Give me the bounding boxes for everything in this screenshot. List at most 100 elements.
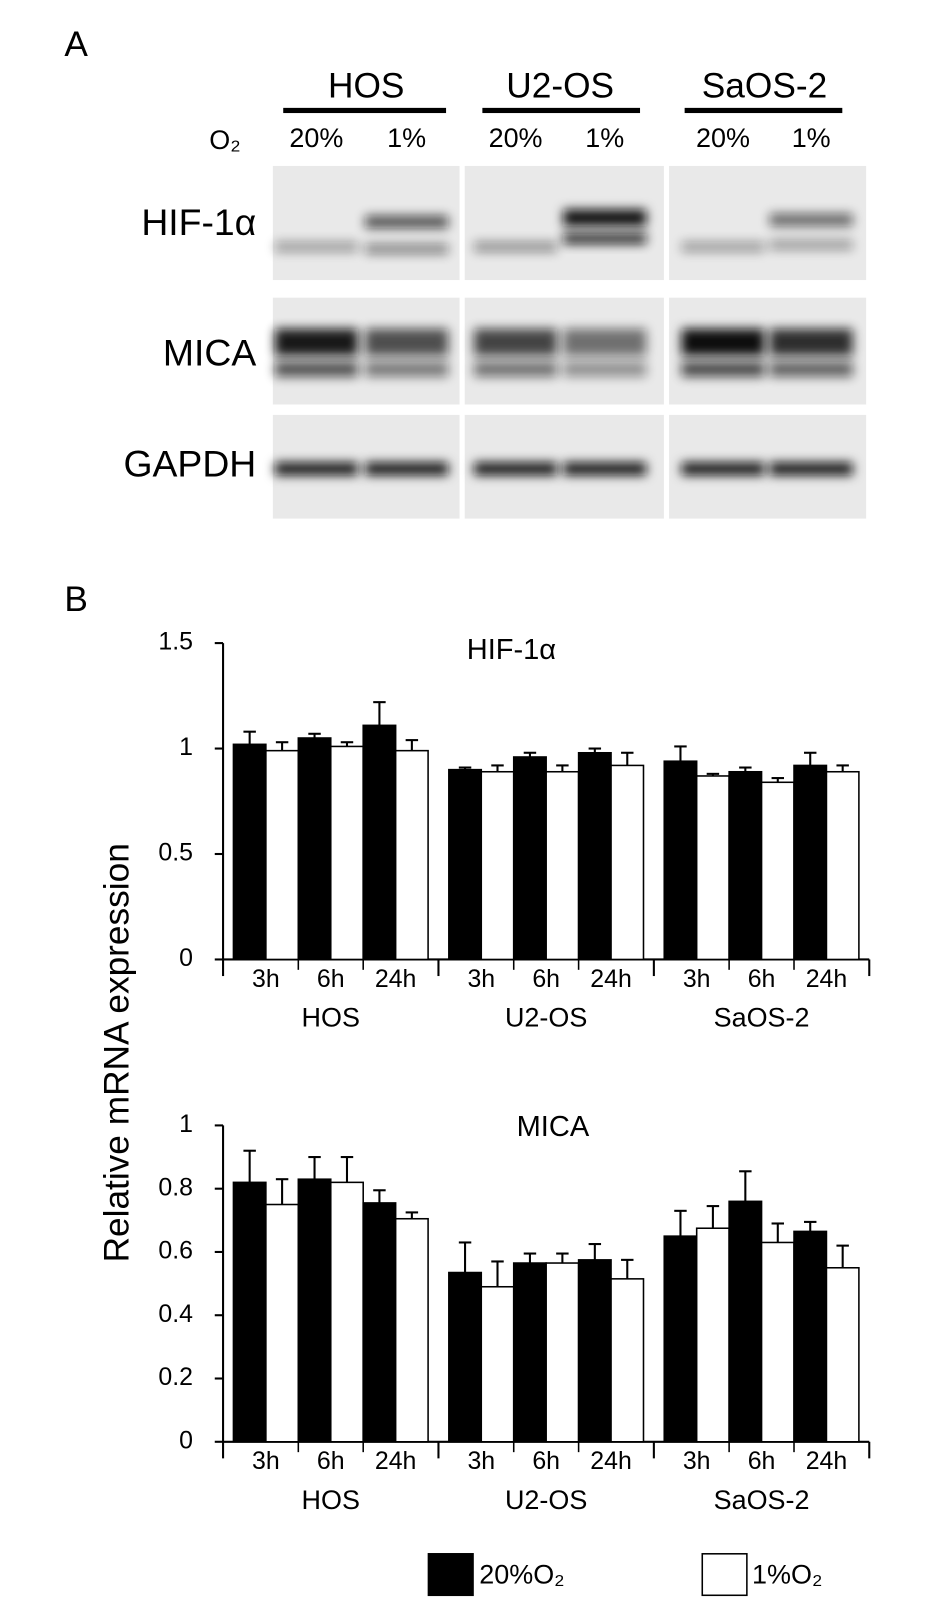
x-tick-label: 24h <box>806 965 848 993</box>
condition-label: 1% <box>585 123 624 153</box>
bar <box>394 1217 429 1443</box>
x-tick-label: 3h <box>252 965 280 993</box>
condition-label: 1% <box>387 123 426 153</box>
blot-band <box>365 243 449 255</box>
blot-band <box>474 328 558 356</box>
blot-band <box>681 362 765 377</box>
bar <box>760 1241 795 1443</box>
blot-band <box>274 328 358 356</box>
bar <box>480 1285 515 1443</box>
condition-label: 20% <box>489 123 543 153</box>
bar <box>695 1227 730 1443</box>
x-tick-label: 24h <box>590 1447 632 1475</box>
cell-line-bar <box>283 107 447 114</box>
x-tick-label: 6h <box>532 965 560 993</box>
y-tick-label: 0.2 <box>158 1363 193 1391</box>
x-tick-label: 24h <box>375 1447 417 1475</box>
condition-label: 20% <box>696 123 750 153</box>
y-tick-label: 0 <box>179 944 193 972</box>
blot-band <box>769 213 853 227</box>
x-tick-label: 3h <box>683 965 711 993</box>
bar <box>329 745 364 961</box>
condition-label: 1% <box>792 123 831 153</box>
bar <box>825 1267 860 1443</box>
cell-line-label: U2-OS <box>506 66 614 105</box>
group-label: U2-OS <box>505 1003 587 1033</box>
bar <box>577 1259 612 1443</box>
bar <box>545 1262 580 1443</box>
bar <box>362 724 397 961</box>
y-tick-label: 0 <box>179 1426 193 1454</box>
condition-label: 20% <box>289 123 343 153</box>
blot-band <box>769 239 853 250</box>
blot-band <box>365 215 449 229</box>
panel-label: B <box>64 580 88 619</box>
blot-band <box>681 241 765 253</box>
bar <box>695 775 730 961</box>
protein-label: HIF-1α <box>141 201 256 243</box>
bar <box>793 1230 828 1443</box>
blot-band <box>365 462 449 476</box>
group-label: SaOS-2 <box>714 1003 810 1033</box>
chart-title: HIF-1α <box>467 634 556 666</box>
blot-band <box>474 241 558 253</box>
bar <box>448 1271 483 1443</box>
bar <box>297 1178 332 1443</box>
y-tick-label: 0.4 <box>158 1300 193 1328</box>
x-tick-label: 24h <box>375 965 417 993</box>
bar <box>265 749 300 961</box>
bar <box>663 1235 698 1443</box>
blot-band <box>274 241 358 253</box>
bar <box>512 1262 547 1443</box>
group-label: U2-OS <box>505 1485 587 1515</box>
y-tick-label: 1.5 <box>158 628 193 656</box>
protein-label: GAPDH <box>124 443 257 485</box>
x-tick-label: 24h <box>806 1447 848 1475</box>
blot-band <box>563 328 647 356</box>
legend-label: 20%O₂ <box>479 1560 564 1590</box>
bar <box>610 764 645 961</box>
protein-label: MICA <box>163 332 256 374</box>
group-label: HOS <box>302 1003 360 1033</box>
bar <box>663 760 698 961</box>
bar <box>610 1278 645 1443</box>
blot-band <box>365 362 449 377</box>
blot-band <box>274 462 358 476</box>
cell-line-label: HOS <box>328 66 404 105</box>
blot-band <box>474 362 558 377</box>
bar <box>265 1203 300 1443</box>
cell-line-bar <box>684 107 843 114</box>
blot-band <box>563 462 647 476</box>
blot-band <box>365 328 449 356</box>
legend-swatch <box>701 1553 748 1597</box>
bar <box>728 770 763 961</box>
group-label: SaOS-2 <box>714 1485 810 1515</box>
cell-line-bar <box>482 107 641 114</box>
blot-band <box>563 233 647 244</box>
bar <box>394 749 429 961</box>
blot-band <box>681 462 765 476</box>
legend-swatch <box>427 1553 474 1597</box>
bar <box>825 770 860 961</box>
bar <box>480 770 515 961</box>
blot-band <box>769 328 853 356</box>
x-tick-label: 6h <box>748 1447 776 1475</box>
bar <box>362 1202 397 1443</box>
blot-band <box>769 462 853 476</box>
y-axis-label: Relative mRNA expression <box>98 843 137 1262</box>
blot-band <box>769 362 853 377</box>
y-tick-label: 1 <box>179 733 193 761</box>
bar <box>577 751 612 961</box>
y-tick-label: 0.5 <box>158 839 193 867</box>
y-tick-label: 1 <box>179 1110 193 1138</box>
chart-title: MICA <box>517 1111 590 1143</box>
bar <box>232 1181 267 1443</box>
cell-line-label: SaOS-2 <box>702 66 827 105</box>
bar <box>760 781 795 961</box>
blot-band <box>681 328 765 356</box>
blot-band <box>274 362 358 377</box>
x-tick-label: 3h <box>683 1447 711 1475</box>
bar <box>512 756 547 961</box>
